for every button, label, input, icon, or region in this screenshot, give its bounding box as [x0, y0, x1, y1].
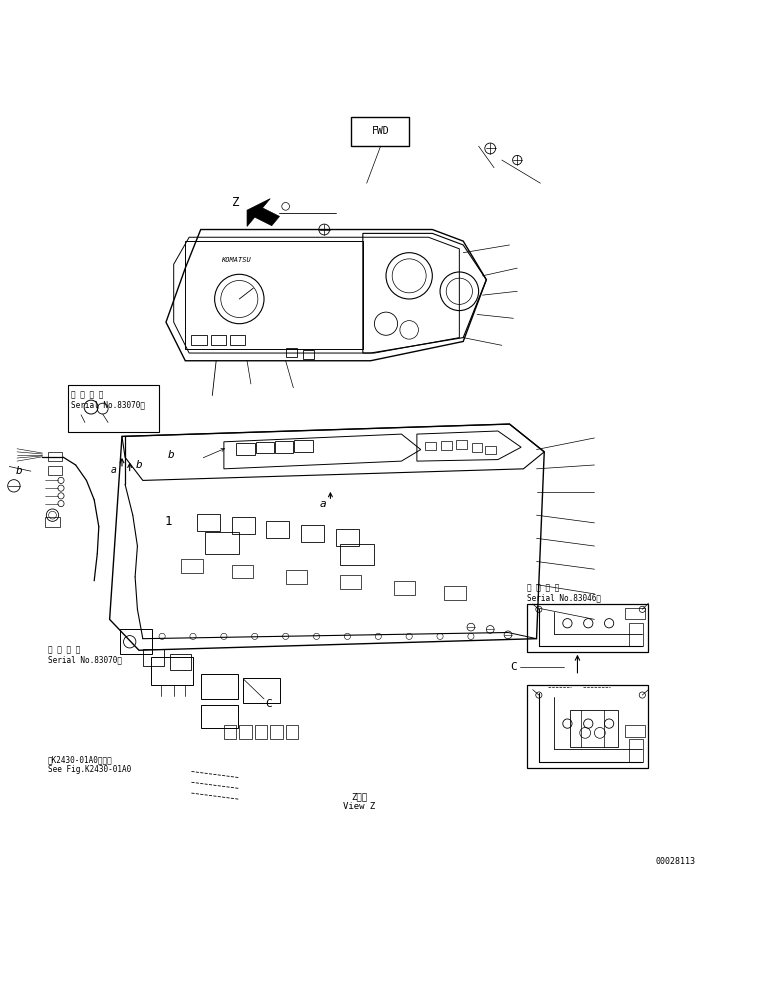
Polygon shape: [247, 199, 279, 226]
Bar: [275, 441, 293, 453]
Bar: [205, 532, 239, 554]
Bar: [570, 709, 618, 747]
Bar: [201, 674, 238, 699]
Bar: [340, 544, 374, 566]
Bar: [143, 648, 164, 666]
Bar: [266, 522, 290, 538]
Bar: [625, 608, 645, 619]
Bar: [68, 386, 159, 432]
Text: Z　視: Z 視: [351, 792, 367, 801]
Bar: [48, 465, 62, 475]
Text: a: a: [320, 499, 326, 510]
Bar: [239, 725, 252, 739]
Bar: [243, 678, 280, 703]
Bar: [527, 604, 648, 651]
Bar: [181, 559, 203, 573]
Bar: [441, 441, 452, 450]
Bar: [256, 442, 274, 454]
Text: Serial No.83070～: Serial No.83070～: [48, 655, 122, 664]
Bar: [294, 440, 313, 452]
Bar: [527, 685, 648, 769]
Bar: [625, 725, 645, 737]
Bar: [270, 725, 283, 739]
Text: 第K2430-01A0図参照: 第K2430-01A0図参照: [48, 756, 113, 765]
Bar: [485, 446, 496, 455]
Bar: [301, 525, 324, 542]
Bar: [232, 565, 253, 579]
Bar: [351, 117, 409, 147]
Bar: [151, 657, 193, 685]
Bar: [201, 706, 238, 728]
Text: 00028113: 00028113: [655, 856, 696, 866]
Text: b: b: [168, 450, 174, 460]
Bar: [48, 452, 62, 461]
Bar: [170, 654, 191, 669]
Bar: [340, 576, 361, 589]
Text: 適 用 号 機: 適 用 号 機: [71, 391, 103, 400]
Bar: [255, 725, 267, 739]
Text: a: a: [110, 465, 117, 475]
Bar: [120, 630, 152, 654]
Text: View Z: View Z: [343, 803, 375, 812]
Bar: [303, 350, 314, 359]
Bar: [197, 514, 220, 530]
Bar: [456, 440, 467, 449]
Bar: [286, 725, 298, 739]
Bar: [425, 442, 436, 451]
Bar: [232, 518, 255, 534]
Text: 適 用 号 機: 適 用 号 機: [527, 584, 559, 592]
Bar: [211, 335, 226, 345]
Text: FWD: FWD: [372, 127, 389, 137]
Bar: [45, 518, 60, 526]
Bar: [224, 725, 236, 739]
Bar: [185, 241, 363, 349]
Bar: [336, 529, 359, 546]
Bar: [191, 335, 207, 345]
Bar: [286, 347, 297, 357]
Bar: [394, 581, 415, 594]
Bar: [286, 570, 307, 584]
Text: See Fig.K2430-01A0: See Fig.K2430-01A0: [48, 766, 131, 774]
Bar: [629, 739, 643, 763]
Text: C: C: [510, 662, 516, 672]
Bar: [629, 623, 643, 646]
Text: Serial No.83046～: Serial No.83046～: [527, 593, 601, 602]
Text: 適 用 号 機: 適 用 号 機: [48, 645, 80, 654]
Text: b: b: [136, 460, 143, 470]
Text: KOMATSU: KOMATSU: [221, 258, 250, 264]
Text: Z: Z: [232, 196, 239, 209]
Bar: [472, 444, 482, 452]
Text: Serial No.83070～: Serial No.83070～: [71, 400, 145, 409]
Bar: [444, 586, 466, 600]
Text: 1: 1: [164, 515, 172, 527]
Text: C: C: [266, 700, 272, 709]
Bar: [230, 335, 245, 345]
Text: b: b: [16, 466, 22, 476]
Bar: [236, 444, 255, 455]
